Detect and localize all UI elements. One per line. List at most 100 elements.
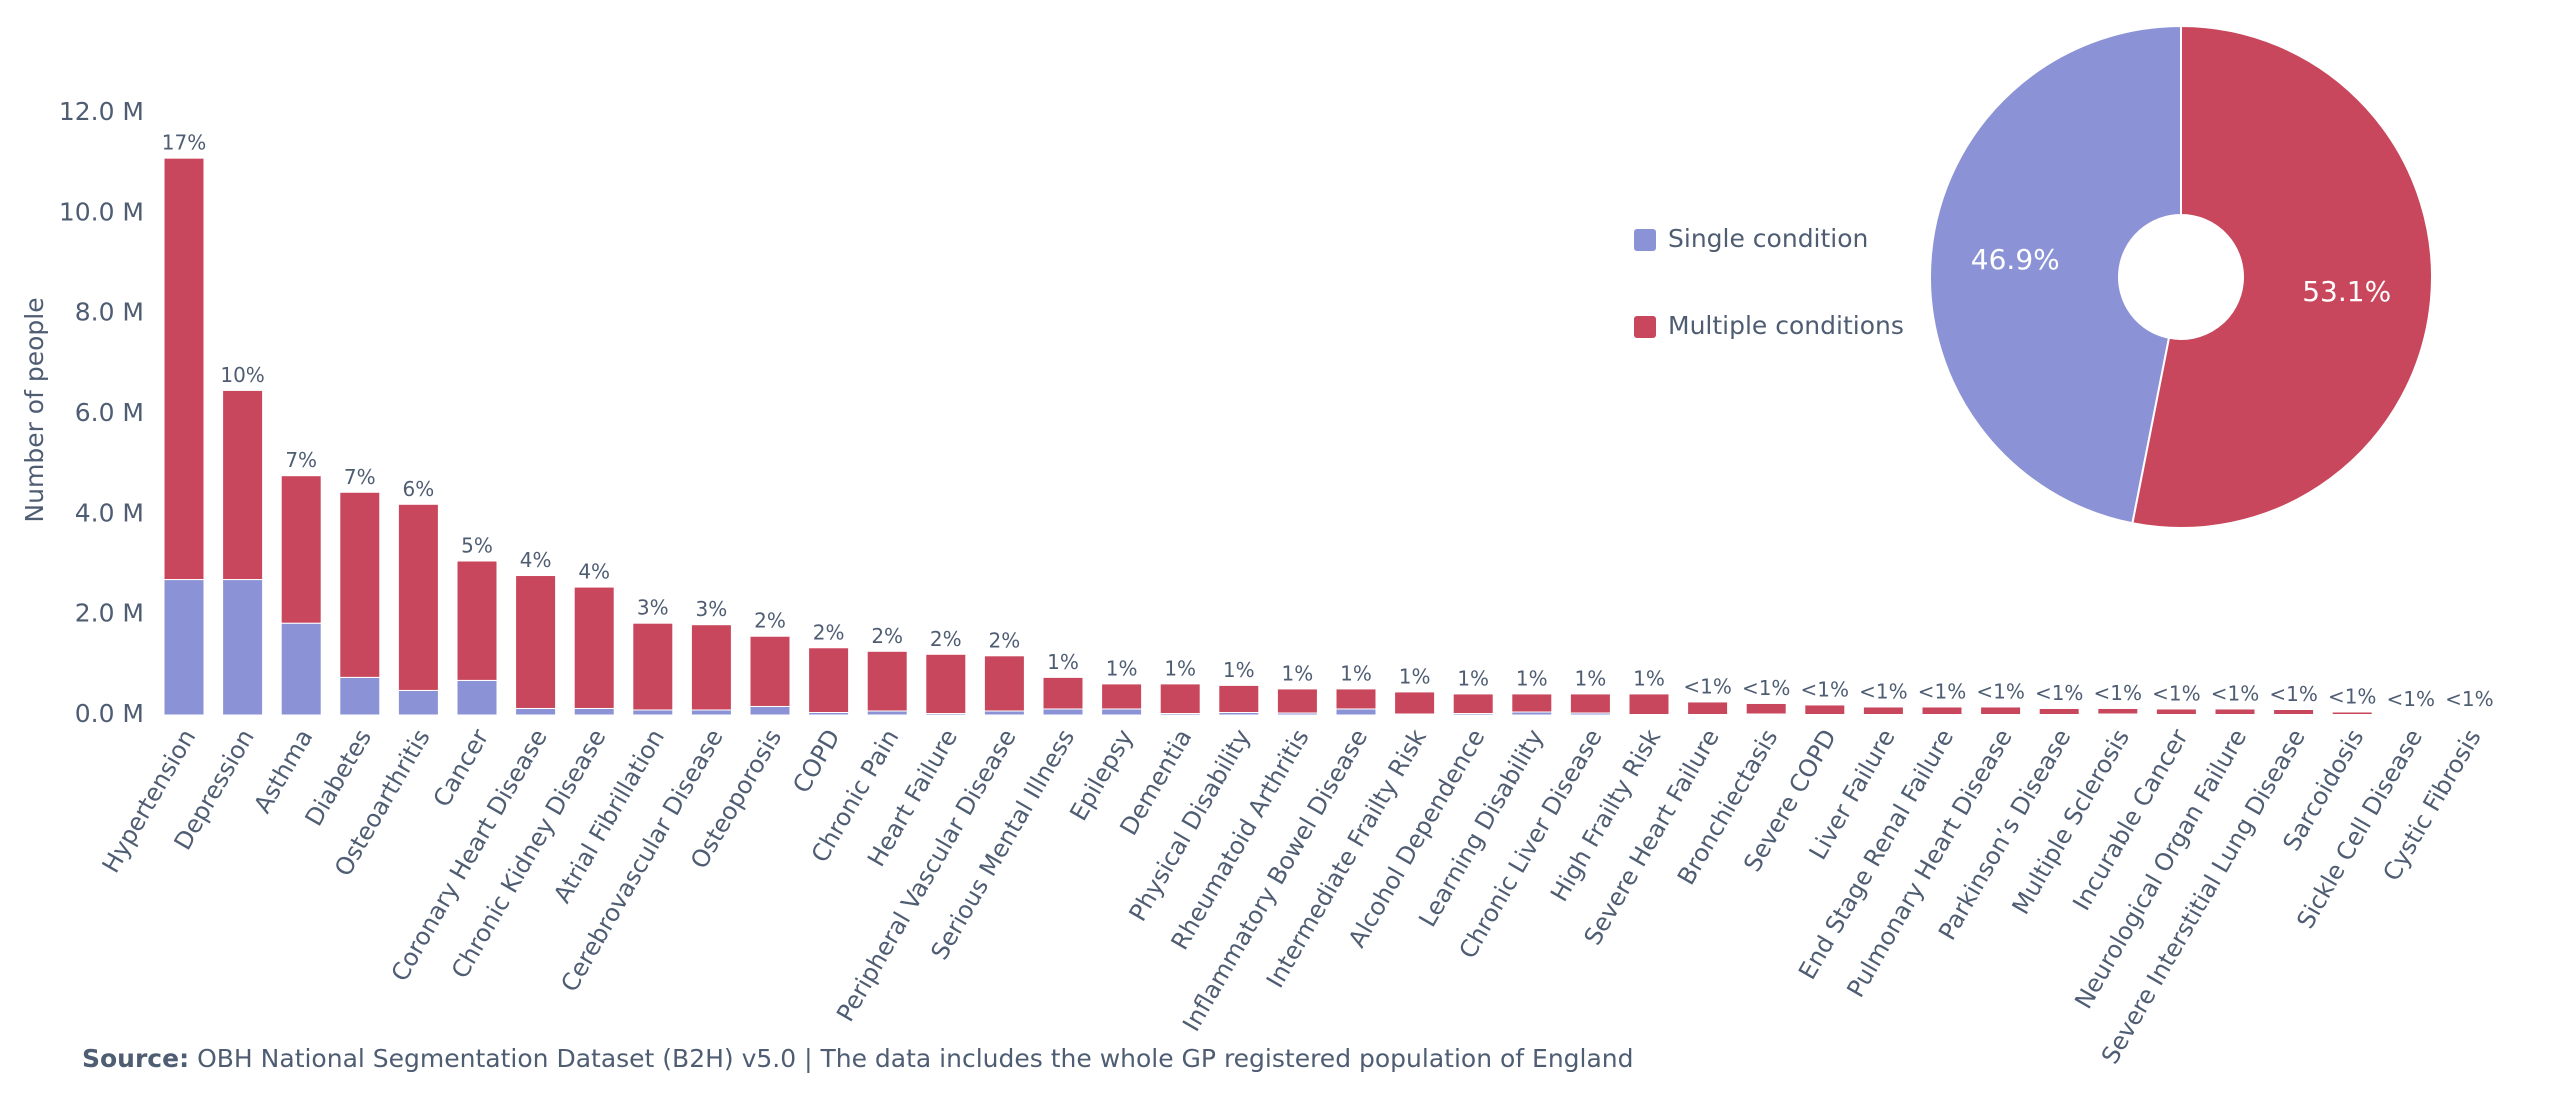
bar-segment (690, 709, 732, 716)
y-tick-label: 10.0 M (59, 197, 144, 226)
bar-label: 1% (1164, 656, 1196, 680)
bar-label: <1% (2211, 681, 2260, 705)
bar-segment (573, 707, 615, 716)
bar-segment (1569, 693, 1611, 714)
y-tick-label: 2.0 M (75, 599, 144, 628)
footer-text: OBH National Segmentation Dataset (B2H) … (197, 1044, 1633, 1073)
bar-label: <1% (1801, 677, 1850, 701)
pie-label: 46.9% (1971, 243, 2060, 276)
bar-label: 2% (930, 627, 962, 651)
y-tick-label: 12.0 M (59, 97, 144, 126)
bar-segment (808, 647, 850, 713)
footer-label: Source: (82, 1044, 189, 1073)
bar-segment (1335, 708, 1377, 716)
bar-segment (1159, 683, 1201, 714)
bar-segment (456, 679, 498, 716)
bar-label: <1% (1742, 676, 1791, 700)
bar-label: <1% (2445, 687, 2494, 711)
bar-segment (456, 560, 498, 681)
bar-label: 1% (1516, 666, 1548, 690)
bar-segment (515, 707, 557, 716)
bar-label: 7% (344, 465, 376, 489)
bar-segment (2097, 707, 2139, 715)
bar-segment (1628, 693, 1670, 715)
bar-segment (1511, 693, 1553, 713)
bar-segment (339, 676, 381, 716)
bar-segment (397, 689, 439, 716)
bar-segment (1745, 702, 1787, 715)
bar-segment (397, 503, 439, 691)
bar-label: <1% (2328, 684, 2377, 708)
footer: Source: OBH National Segmentation Dataset… (82, 1044, 1634, 1073)
bar-segment (983, 710, 1025, 716)
bar-segment (339, 491, 381, 678)
bar-segment (1218, 684, 1260, 713)
bar-segment (1921, 706, 1963, 715)
bar-segment (1687, 701, 1729, 715)
bar-label: 2% (754, 609, 786, 633)
bar-label: 17% (162, 131, 206, 155)
bar-label: 3% (696, 597, 728, 621)
bar-segment (632, 709, 674, 716)
bar-label: 1% (1106, 656, 1138, 680)
y-tick-label: 4.0 M (75, 498, 144, 527)
bar-segment (1335, 688, 1377, 710)
legend-label: Multiple conditions (1668, 311, 1904, 340)
bar-segment (1452, 693, 1494, 714)
bar-segment (1862, 706, 1904, 715)
bar-label: 3% (637, 596, 669, 620)
bar-label: <1% (2152, 681, 2201, 705)
bar-segment (280, 622, 322, 716)
bar-segment (632, 622, 674, 711)
bar-label: <1% (2094, 681, 2143, 705)
bar-label: <1% (1976, 679, 2025, 703)
bar-label: 10% (220, 363, 264, 387)
bar-segment (222, 579, 264, 716)
bar-segment (925, 653, 967, 714)
bar-label: 1% (1633, 666, 1665, 690)
y-axis-title: Number of people (20, 297, 49, 522)
bar-label: <1% (1859, 679, 1908, 703)
bar-label: 1% (1340, 661, 1372, 685)
bar-segment (1980, 706, 2022, 715)
bar-segment (2038, 707, 2080, 715)
bar-segment (749, 705, 791, 716)
legend-swatch (1634, 229, 1656, 251)
pie-slice (1929, 24, 2182, 525)
bar-segment (2331, 711, 2373, 715)
bar-label: 6% (403, 477, 435, 501)
bar-label: 7% (285, 448, 317, 472)
bar-label: 1% (1457, 666, 1489, 690)
bar-label: <1% (1918, 679, 1967, 703)
bar-segment (515, 575, 557, 709)
legend-swatch (1634, 316, 1656, 338)
bar-segment (1394, 691, 1436, 715)
bar-segment (749, 635, 791, 707)
bar-segment (163, 157, 205, 581)
bar-label: <1% (2387, 687, 2436, 711)
bar-segment (866, 650, 908, 712)
pie-slice (2131, 24, 2433, 529)
bar-segment (573, 586, 615, 709)
y-tick-label: 6.0 M (75, 398, 144, 427)
y-tick-label: 8.0 M (75, 298, 144, 327)
bar-label: 2% (813, 620, 845, 644)
bar-segment (690, 624, 732, 711)
bar-label: <1% (2269, 682, 2318, 706)
bar-segment (222, 389, 264, 581)
bar-label: 1% (1047, 650, 1079, 674)
bar-label: 2% (871, 624, 903, 648)
x-tick-label: Cancer (428, 724, 495, 811)
bar-segment (163, 579, 205, 716)
pie-label: 53.1% (2302, 275, 2391, 308)
bar-segment (983, 655, 1025, 712)
bar-label: <1% (2035, 681, 2084, 705)
bar-label: 1% (1399, 664, 1431, 688)
y-tick-label: 0.0 M (75, 699, 144, 728)
bar-label: 1% (1575, 666, 1607, 690)
legend-label: Single condition (1668, 224, 1868, 253)
x-tick-label: COPD (787, 725, 846, 798)
bar-segment (866, 710, 908, 716)
bar-label: <1% (1683, 674, 1732, 698)
